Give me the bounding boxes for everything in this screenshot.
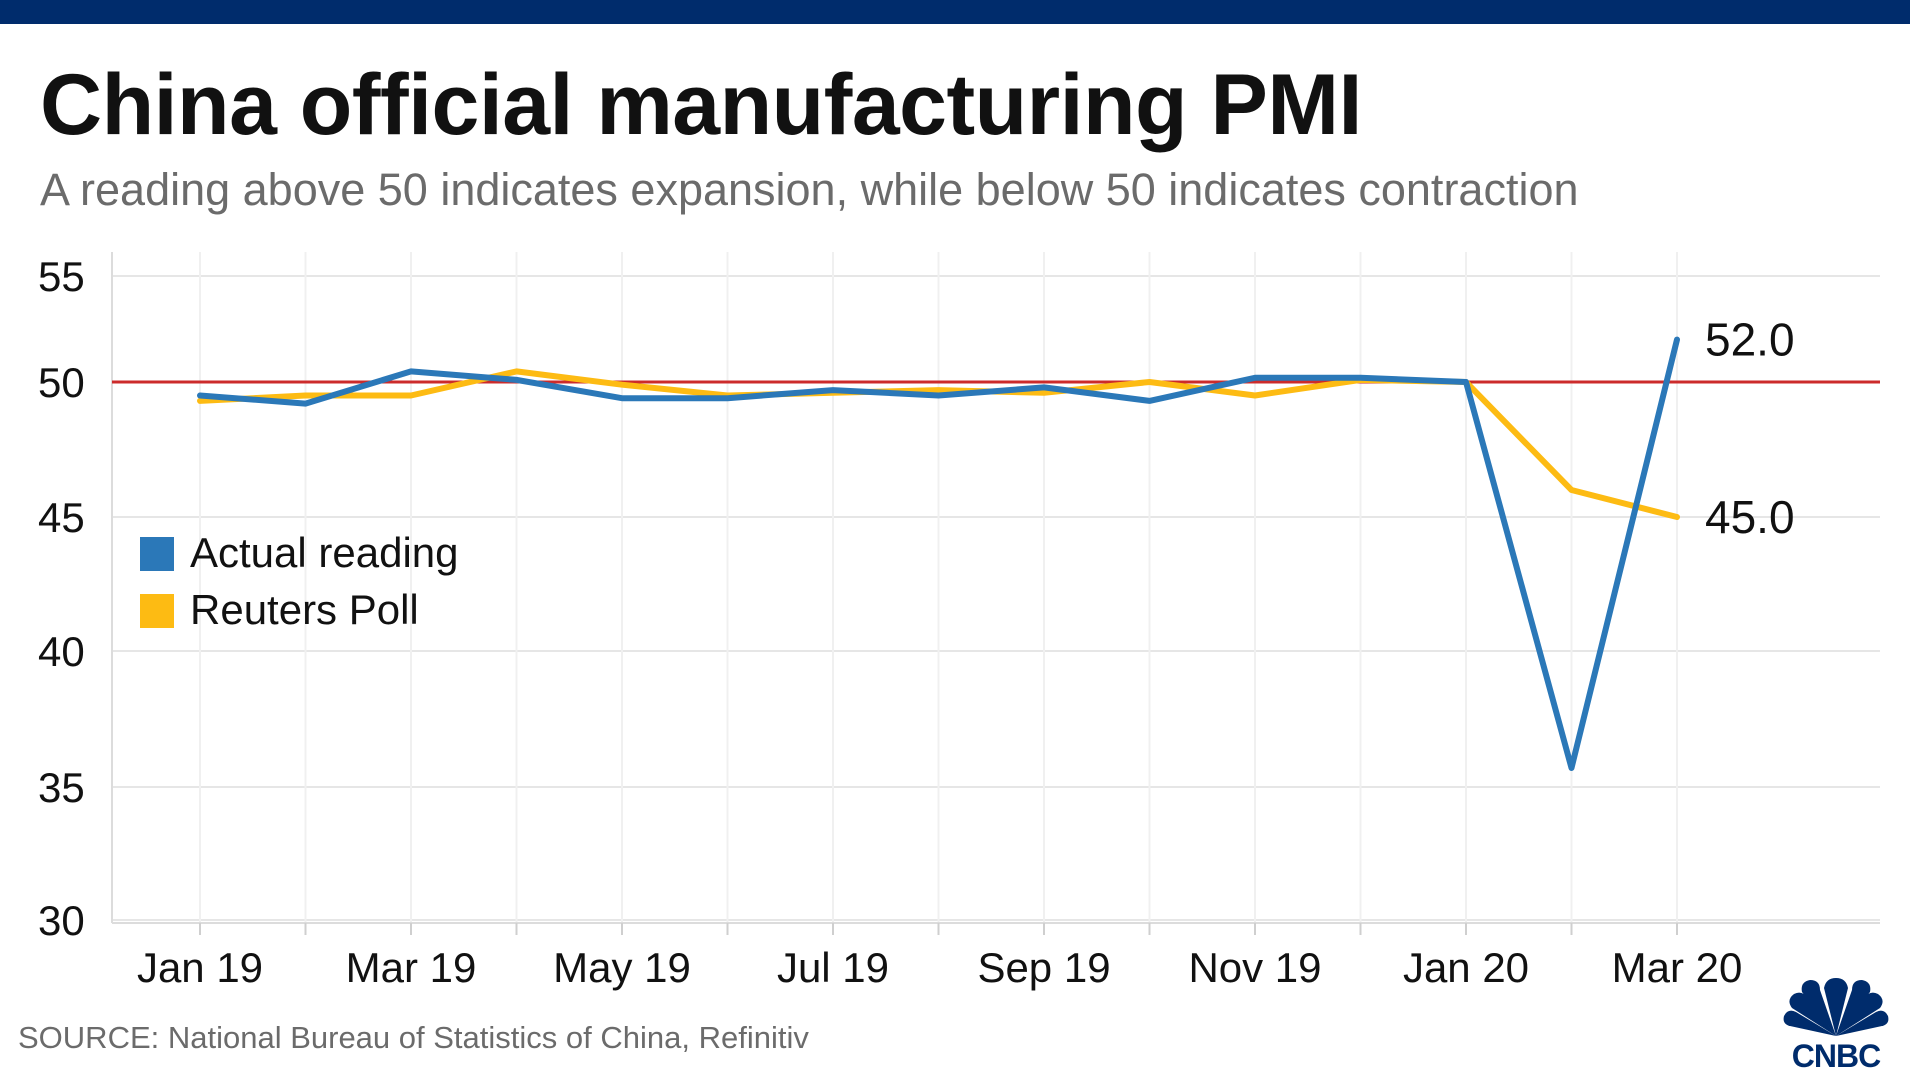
cnbc-logo: CNBC (1772, 978, 1900, 1074)
x-tick-label: Mar 19 (346, 944, 477, 991)
x-tick-label: Nov 19 (1188, 944, 1321, 991)
series-lines (112, 336, 1880, 771)
y-tick-label: 45 (38, 494, 85, 541)
x-tick-label: Jan 20 (1403, 944, 1529, 991)
end-value-label: 45.0 (1705, 491, 1795, 543)
chart-subtitle: A reading above 50 indicates expansion, … (40, 164, 1579, 215)
x-tick-label: Sep 19 (977, 944, 1110, 991)
header-bar (0, 0, 1910, 24)
x-tick-label: Jan 19 (137, 944, 263, 991)
data-labels: 52.0 45.0 (1705, 314, 1795, 543)
axes: 55 50 45 40 35 30 Jan 19 Mar 19 May 19 Jul 19 Sep … (38, 252, 1880, 991)
series-line-actual-reading (197, 336, 1680, 771)
legend-swatch (140, 594, 174, 628)
end-value-label: 52.0 (1705, 314, 1795, 366)
y-tick-label: 50 (38, 359, 85, 406)
legend-swatch (140, 537, 174, 571)
x-tick-label: May 19 (553, 944, 691, 991)
y-tick-label: 30 (38, 897, 85, 944)
legend-label: Actual reading (190, 529, 459, 576)
peacock-icon (1783, 978, 1889, 1036)
chart-title: China official manufacturing PMI (40, 57, 1362, 153)
legend: Actual reading Reuters Poll (140, 529, 459, 633)
x-tick-label: Mar 20 (1612, 944, 1743, 991)
legend-label: Reuters Poll (190, 586, 419, 633)
source-note: SOURCE: National Bureau of Statistics of… (18, 1020, 809, 1055)
y-tick-label: 40 (38, 628, 85, 675)
y-tick-label: 55 (38, 253, 85, 300)
y-tick-label: 35 (38, 764, 85, 811)
logo-wordmark: CNBC (1791, 1038, 1881, 1074)
x-tick-label: Jul 19 (777, 944, 889, 991)
